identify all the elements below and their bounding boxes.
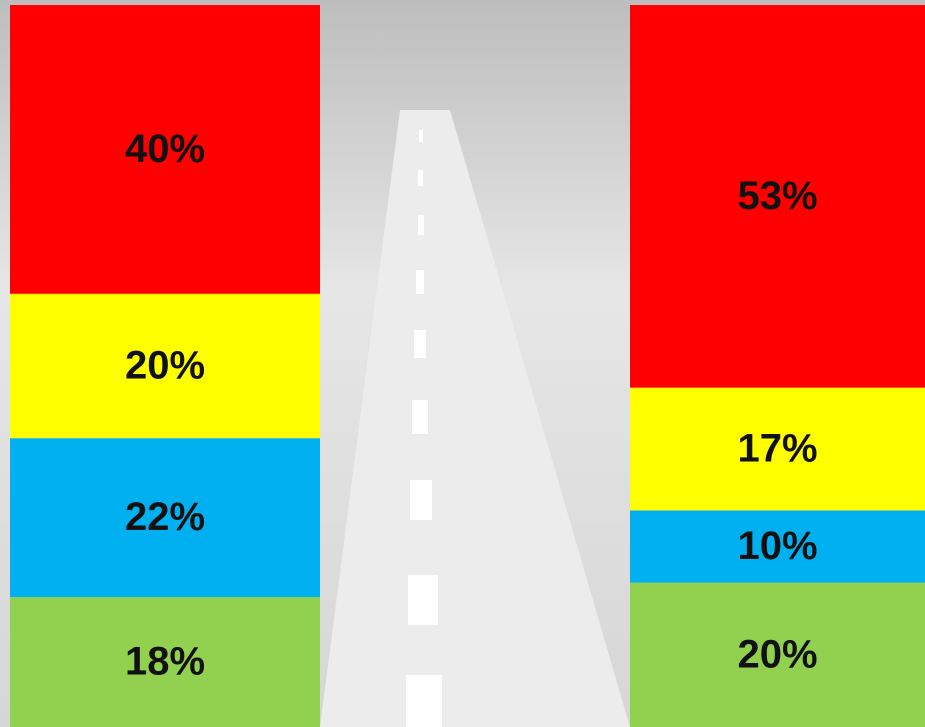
value-label: 53% — [737, 174, 817, 218]
bar-segment — [630, 582, 925, 727]
value-label: 40% — [125, 127, 205, 171]
value-label: 18% — [125, 640, 205, 684]
value-label: 17% — [737, 427, 817, 471]
bar-segment — [630, 387, 925, 511]
bar-segment — [630, 510, 925, 583]
value-label: 20% — [737, 632, 817, 676]
value-label: 22% — [125, 495, 205, 539]
road — [320, 110, 630, 727]
bars: 18% 22% 20% 40% 20% 10% 17% 53% — [10, 5, 925, 727]
bar-segment — [10, 5, 320, 294]
bar-segment — [10, 438, 320, 598]
road-markings — [406, 130, 442, 727]
bar-segment — [10, 597, 320, 727]
bar-segment — [630, 5, 925, 388]
bar-segment — [10, 293, 320, 439]
value-label: 20% — [125, 344, 205, 388]
value-label: 10% — [737, 524, 817, 568]
